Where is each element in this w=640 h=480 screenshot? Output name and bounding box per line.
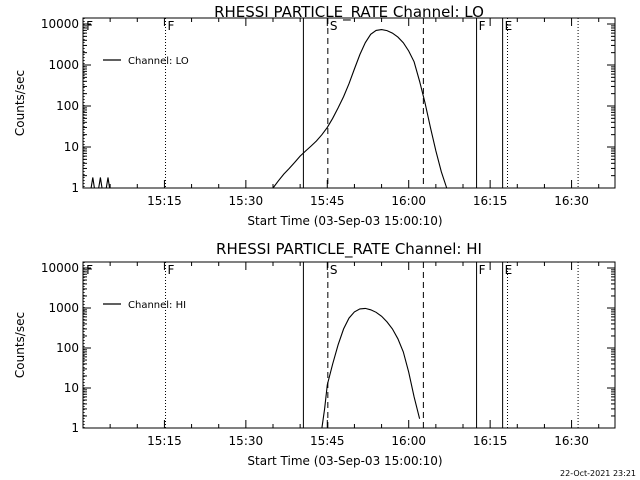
event-marker-label: E <box>505 19 513 33</box>
x-tick-label: 16:30 <box>554 194 589 208</box>
plot-frame <box>82 17 616 189</box>
y-tick-label: 100 <box>56 99 79 113</box>
y-tick-label: 1000 <box>48 301 79 315</box>
y-tick-label: 100 <box>56 341 79 355</box>
x-tick-label: 15:15 <box>147 194 182 208</box>
event-marker-label: F <box>479 263 486 277</box>
plot-frame <box>82 261 616 429</box>
event-marker-label: F <box>86 19 93 33</box>
y-tick-label: 10000 <box>41 17 79 31</box>
series-line <box>272 29 448 189</box>
x-axis-label: Start Time (03-Sep-03 15:00:10) <box>247 454 442 468</box>
y-tick-label: 1 <box>71 421 79 435</box>
generation-timestamp: 22-Oct-2021 23:21 <box>560 469 636 478</box>
event-marker-label: F <box>479 19 486 33</box>
y-axis-label: Counts/sec <box>13 70 27 136</box>
series-noise-line <box>90 177 111 189</box>
chart-title: RHESSI PARTICLE_RATE Channel: HI <box>216 240 482 259</box>
x-tick-label: 16:30 <box>554 434 589 448</box>
event-marker-label: S <box>330 19 338 33</box>
event-marker-label: F <box>86 263 93 277</box>
x-tick-label: 15:45 <box>310 194 345 208</box>
y-axis-label: Counts/sec <box>13 312 27 378</box>
x-tick-label: 16:00 <box>391 194 426 208</box>
x-tick-label: 15:30 <box>229 434 264 448</box>
y-tick-label: 1000 <box>48 58 79 72</box>
x-tick-label: 15:45 <box>310 434 345 448</box>
x-tick-label: 15:30 <box>229 194 264 208</box>
y-tick-label: 10 <box>64 140 79 154</box>
event-marker-label: E <box>505 263 513 277</box>
x-tick-label: 15:15 <box>147 434 182 448</box>
x-tick-label: 16:15 <box>473 194 508 208</box>
legend-label: Channel: LO <box>128 56 189 67</box>
legend-label: Channel: HI <box>128 300 186 311</box>
y-tick-label: 10 <box>64 381 79 395</box>
event-marker-label: S <box>330 263 338 277</box>
x-axis-label: Start Time (03-Sep-03 15:00:10) <box>247 214 442 228</box>
event-marker-label: F <box>168 263 175 277</box>
y-tick-label: 1 <box>71 181 79 195</box>
event-marker-label: F <box>168 19 175 33</box>
series-line <box>321 307 421 429</box>
chart-title: RHESSI PARTICLE_RATE Channel: LO <box>214 3 484 22</box>
x-tick-label: 16:00 <box>391 434 426 448</box>
x-tick-label: 16:15 <box>473 434 508 448</box>
y-tick-label: 10000 <box>41 261 79 275</box>
